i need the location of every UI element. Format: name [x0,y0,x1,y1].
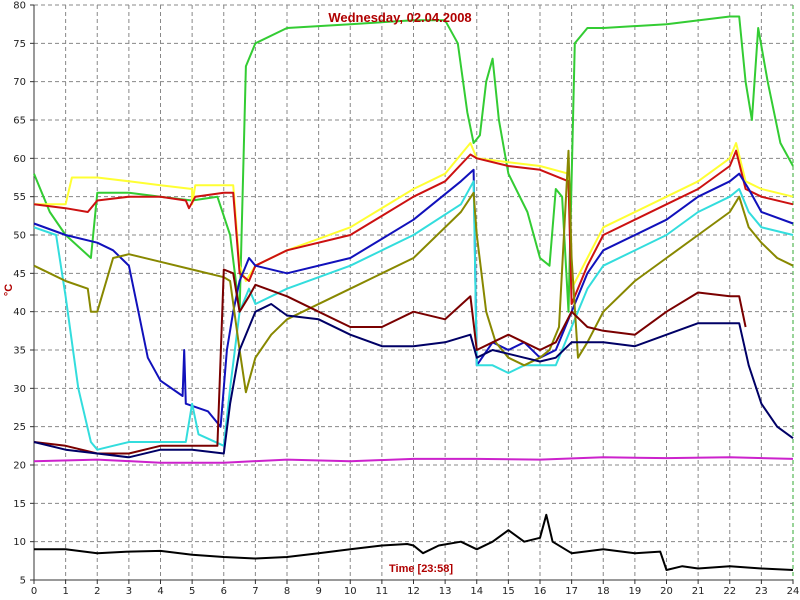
y-tick-label: 5 [20,576,26,587]
x-tick-label: 14 [470,586,483,597]
y-tick-label: 30 [13,384,26,395]
y-tick-label: 75 [13,39,26,50]
x-tick-label: 7 [252,586,258,597]
x-tick-label: 15 [502,586,515,597]
series-line-6 [33,149,794,394]
x-tick-label: 16 [534,586,547,597]
series-line-3 [33,149,794,305]
x-tick-label: 17 [565,586,578,597]
y-tick-label: 70 [13,77,26,88]
x-tick-label: 19 [629,586,642,597]
series-layer [33,15,794,571]
series-line-9 [33,456,794,464]
x-tick-label: 6 [221,586,227,597]
tick-labels: 0 1 2 3 4 5 6 7 8 9 10 11 12 13 14 15 16 17 18 19 20 21 22 23 24… [13,1,799,598]
y-tick-label: 35 [13,346,26,357]
x-tick-label: 5 [189,586,195,597]
series-line-7 [33,268,747,455]
x-tick-label: 10 [344,586,357,597]
x-axis-label: Time [23:58] [389,563,453,575]
series-line-8 [33,303,794,459]
x-tick-label: 9 [315,586,321,597]
x-tick-label: 21 [692,586,705,597]
y-tick-label: 25 [13,422,26,433]
y-tick-label: 40 [13,307,26,318]
x-tick-label: 0 [31,586,37,597]
y-axis-label: °C [3,284,15,296]
x-tick-label: 23 [755,586,768,597]
series-line-5 [33,180,794,451]
x-tick-label: 18 [597,586,610,597]
x-tick-label: 20 [660,586,673,597]
series-line-4 [33,168,794,428]
x-tick-label: 3 [126,586,132,597]
x-tick-label: 11 [376,586,389,597]
x-tick-label: 12 [407,586,420,597]
y-tick-label: 60 [13,154,26,165]
series-line-10 [34,513,794,571]
x-tick-label: 1 [62,586,68,597]
x-tick-label: 13 [439,586,452,597]
x-tick-label: 8 [284,586,290,597]
y-tick-label: 15 [13,499,26,510]
y-tick-label: 80 [13,1,26,12]
y-tick-label: 50 [13,231,26,242]
x-tick-label: 4 [157,586,163,597]
axes [30,4,794,584]
y-tick-label: 65 [13,116,26,127]
x-tick-label: 22 [723,586,736,597]
series-line-2 [34,142,794,290]
y-tick-label: 10 [13,537,26,548]
chart-title: Wednesday, 02.04.2008 [328,10,471,25]
y-tick-label: 55 [13,192,26,203]
y-tick-label: 45 [13,269,26,280]
x-tick-label: 2 [94,586,100,597]
x-tick-label: 24 [787,586,800,597]
y-tick-label: 20 [13,461,26,472]
